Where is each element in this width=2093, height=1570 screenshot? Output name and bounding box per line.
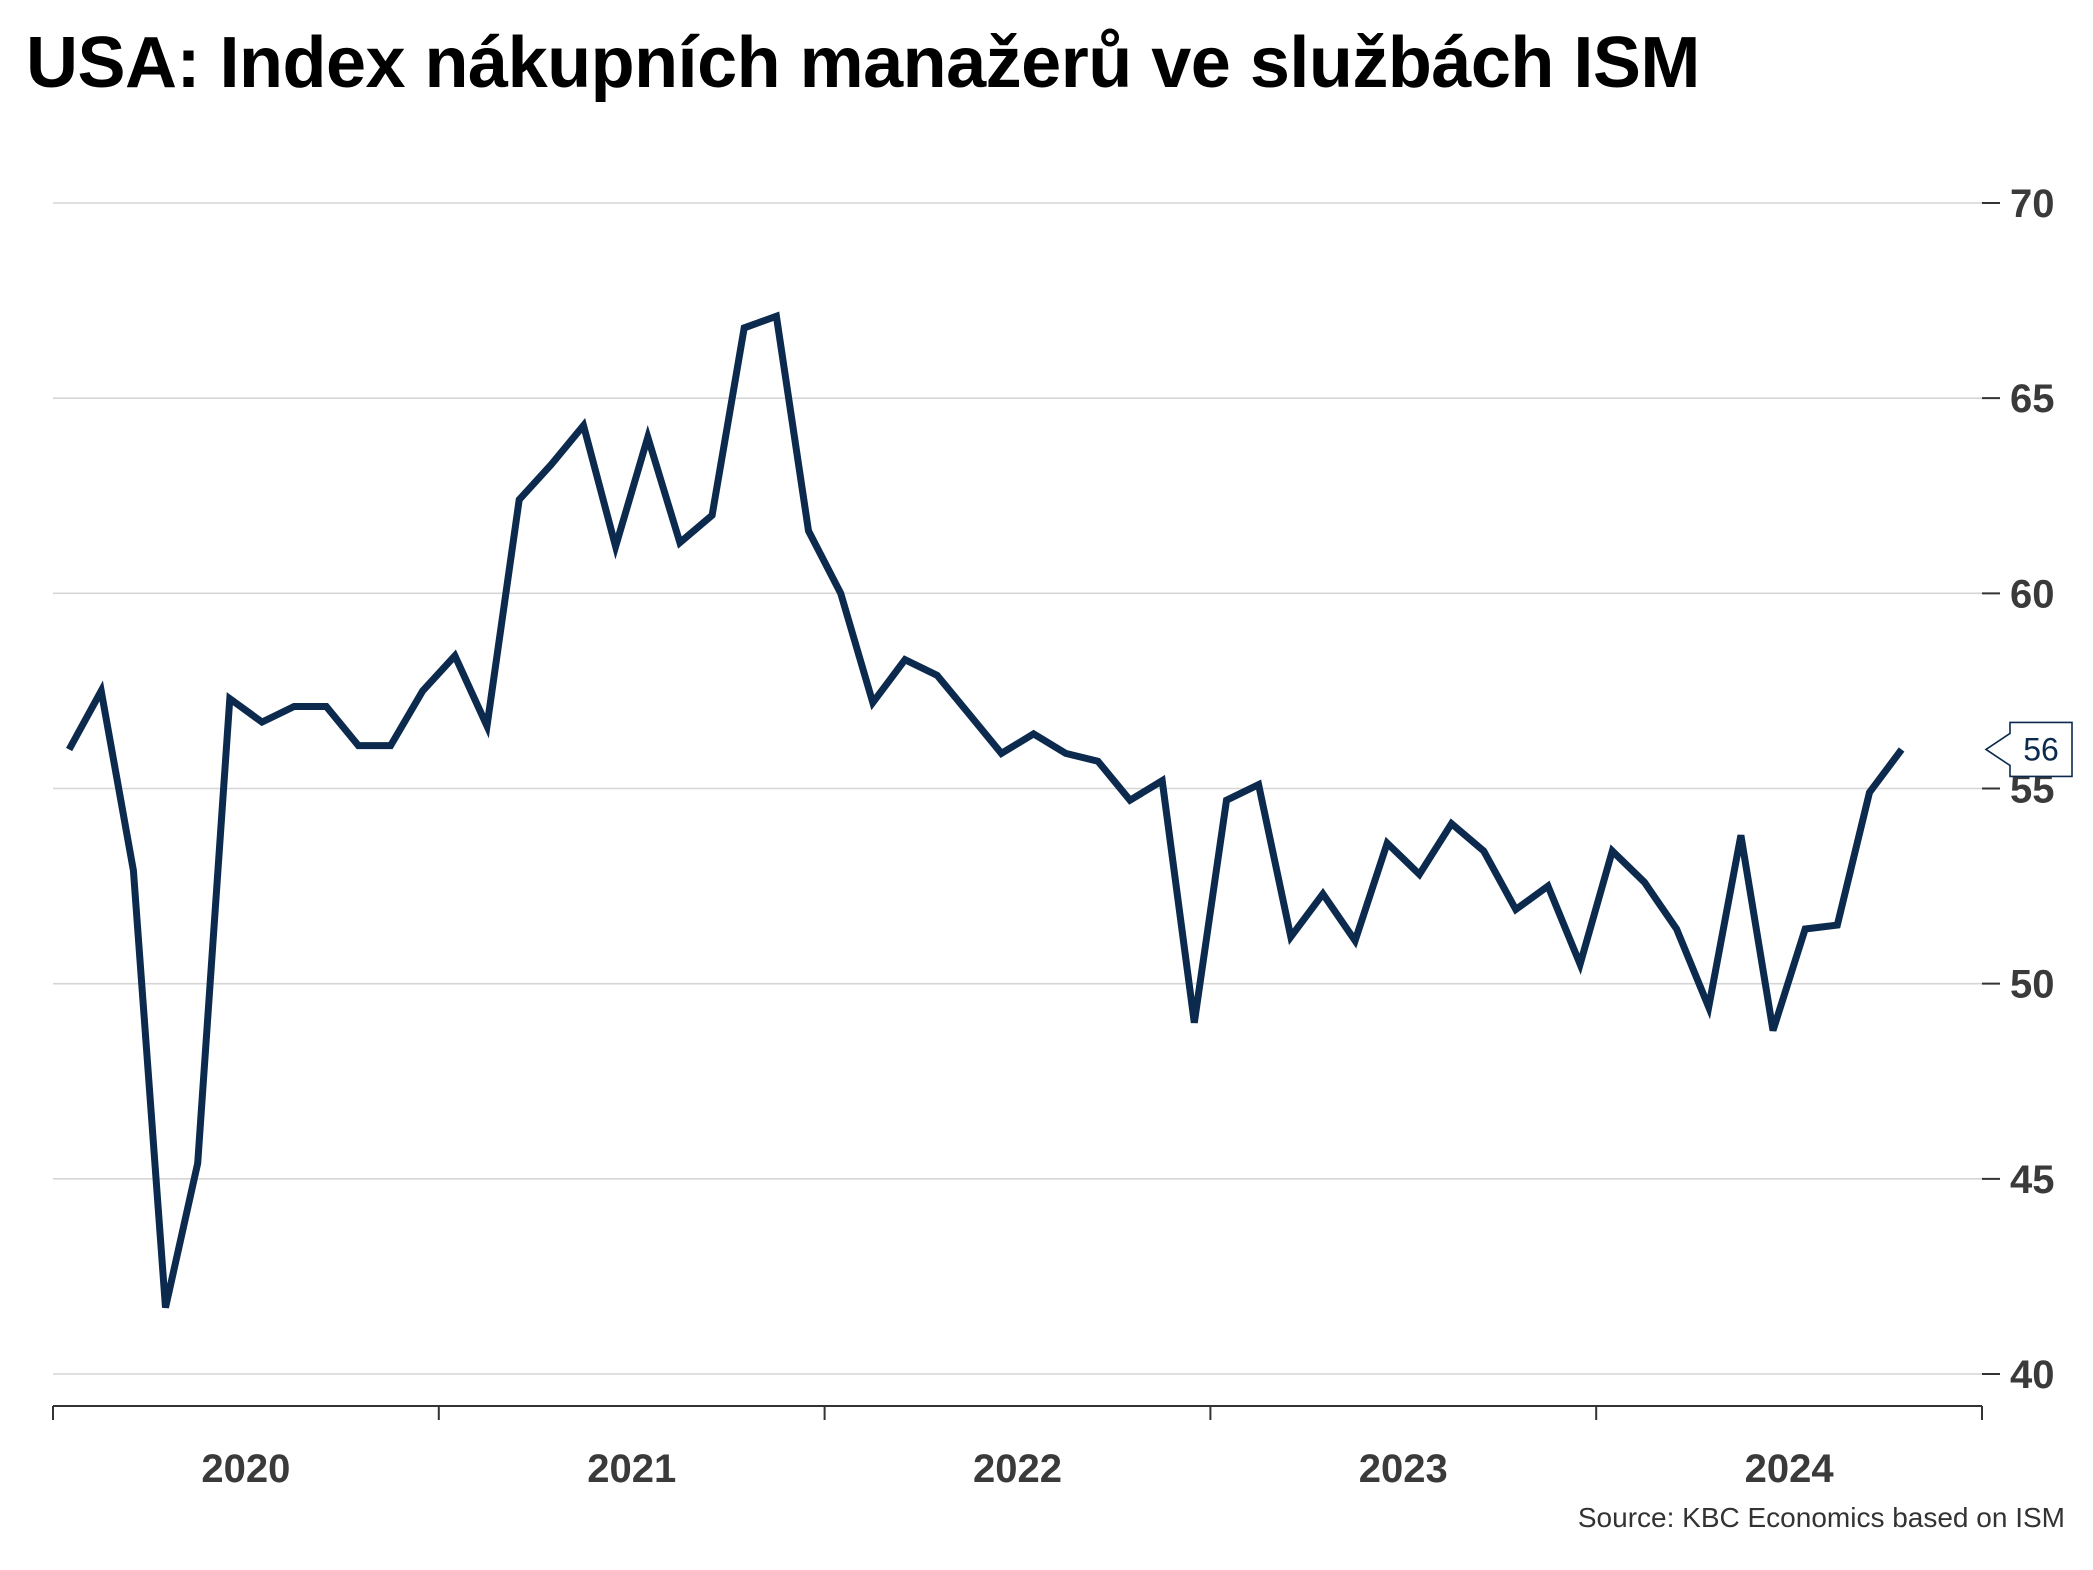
y-tick-label: 65 bbox=[2010, 377, 2055, 421]
y-tick-label: 60 bbox=[2010, 572, 2055, 616]
x-tick-label: 2022 bbox=[973, 1447, 1062, 1491]
source-note: Source: KBC Economics based on ISM bbox=[1577, 1502, 2065, 1533]
x-tick-label: 2024 bbox=[1745, 1447, 1835, 1491]
x-axis: 2020 2021 2022 2023 2024 bbox=[52, 1405, 1983, 1491]
series-line bbox=[66, 311, 1905, 1309]
x-tick-label: 2021 bbox=[587, 1447, 676, 1491]
grid-lines bbox=[53, 202, 1982, 1375]
x-tick-label: 2020 bbox=[201, 1447, 290, 1491]
series-layer bbox=[66, 311, 1905, 1309]
chart-title: USA: Index nákupních manažerů ve službác… bbox=[26, 23, 1700, 103]
x-tick-label: 2023 bbox=[1359, 1447, 1448, 1491]
y-tick-label: 45 bbox=[2010, 1158, 2055, 1202]
y-tick-label: 70 bbox=[2010, 182, 2055, 226]
y-tick-label: 50 bbox=[2010, 963, 2055, 1007]
last-value-callout: 56 bbox=[1984, 721, 2073, 778]
y-tick-label: 40 bbox=[2010, 1353, 2055, 1397]
last-value-label: 56 bbox=[2023, 731, 2059, 767]
last-value-box bbox=[1984, 721, 2073, 778]
